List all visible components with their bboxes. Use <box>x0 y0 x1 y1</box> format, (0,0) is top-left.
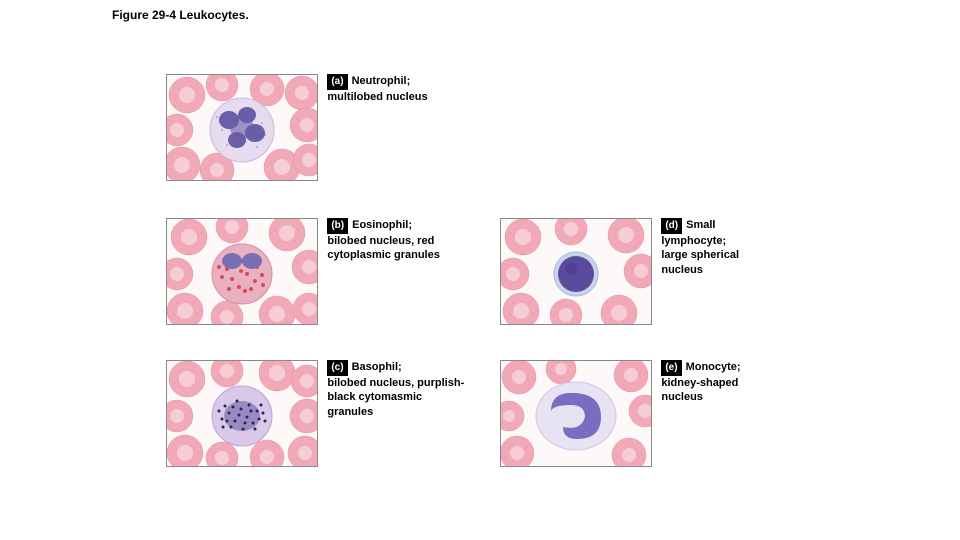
panel-a-name: Neutrophil; <box>352 75 411 87</box>
panel-e-name: Monocyte; <box>686 361 741 373</box>
panel-a: (a) Neutrophil; multilobed nucleus <box>166 74 467 181</box>
panel-b: (b) Eosinophil; bilobed nucleus, red cyto… <box>166 218 467 325</box>
panel-c-caption: (c) Basophil; bilobed nucleus, purplish-b… <box>327 360 467 420</box>
panel-c-desc: bilobed nucleus, purplish-black cytomasm… <box>327 376 467 421</box>
figure-title: Figure 29-4 Leukocytes. <box>112 8 249 22</box>
panel-e-image <box>500 360 652 467</box>
panel-c-name: Basophil; <box>352 361 402 373</box>
panel-b-desc: bilobed nucleus, red cytoplasmic granule… <box>327 234 467 264</box>
panel-b-caption: (b) Eosinophil; bilobed nucleus, red cyto… <box>327 218 467 263</box>
panel-a-desc: multilobed nucleus <box>327 90 467 105</box>
panel-d-caption: (d)Small lymphocyte; large spherical nuc… <box>661 218 761 278</box>
panel-b-image <box>166 218 318 325</box>
panel-a-caption: (a) Neutrophil; multilobed nucleus <box>327 74 467 104</box>
panel-c-image <box>166 360 318 467</box>
panel-e-desc: kidney-shaped nucleus <box>661 376 761 406</box>
panel-d: (d)Small lymphocyte; large spherical nuc… <box>500 218 761 325</box>
panel-e-tag: (e) <box>661 360 681 376</box>
panel-b-name: Eosinophil; <box>352 219 412 231</box>
panel-c-tag: (c) <box>327 360 347 376</box>
panel-d-image <box>500 218 652 325</box>
panel-a-image <box>166 74 318 181</box>
panel-c: (c) Basophil; bilobed nucleus, purplish-b… <box>166 360 467 467</box>
panel-b-tag: (b) <box>327 218 348 234</box>
panel-d-tag: (d) <box>661 218 682 234</box>
panel-a-tag: (a) <box>327 74 347 90</box>
panel-d-desc: large spherical nucleus <box>661 248 761 278</box>
panel-e: (e) Monocyte; kidney-shaped nucleus <box>500 360 761 467</box>
panel-e-caption: (e) Monocyte; kidney-shaped nucleus <box>661 360 761 405</box>
